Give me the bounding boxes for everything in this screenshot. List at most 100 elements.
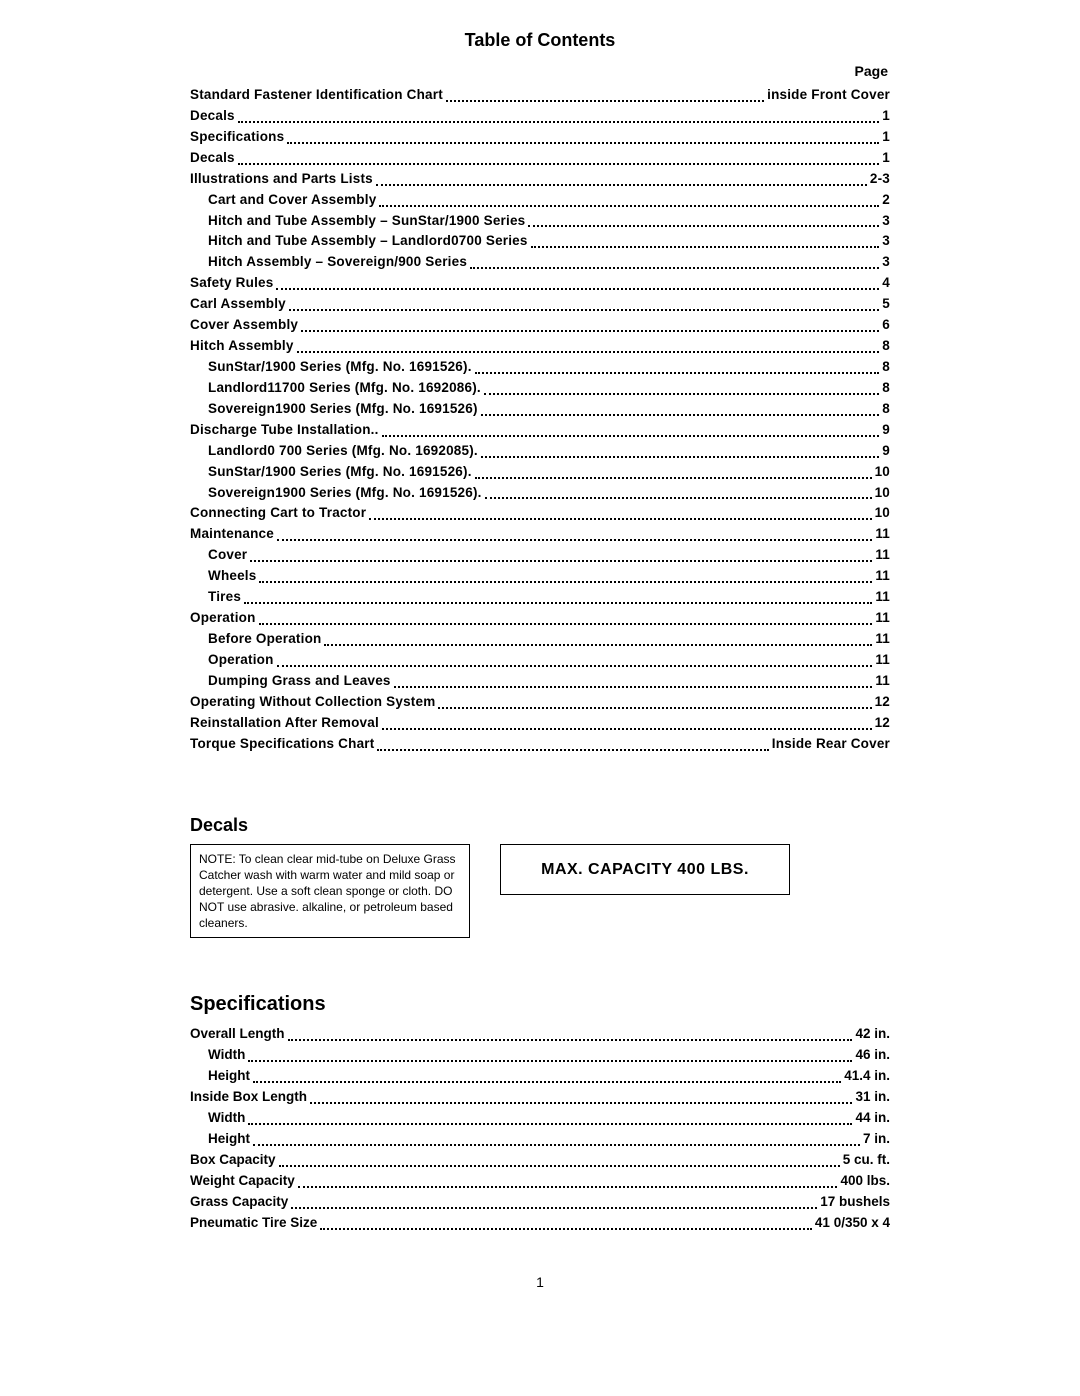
toc-entry: Hitch and Tube Assembly – Landlord0700 S… xyxy=(190,231,890,252)
toc-entry: Specifications1 xyxy=(190,127,890,148)
toc-entry-label: Sovereign1900 Series (Mfg. No. 1691526). xyxy=(208,483,482,504)
toc-entry-label: Before Operation xyxy=(208,629,321,650)
spec-entry-value: 41.4 in. xyxy=(844,1066,890,1087)
toc-entry: Sovereign1900 Series (Mfg. No. 1691526).… xyxy=(190,483,890,504)
toc-entry-label: Wheels xyxy=(208,566,256,587)
toc-leader-dots xyxy=(289,294,879,311)
toc-entry: SunStar/1900 Series (Mfg. No. 1691526).8 xyxy=(190,357,890,378)
toc-entry-label: Hitch Assembly – Sovereign/900 Series xyxy=(208,252,467,273)
toc-entry: Operating Without Collection System12 xyxy=(190,692,890,713)
toc-entry: Standard Fastener Identification Chartin… xyxy=(190,85,890,106)
toc-entry-page: 12 xyxy=(875,713,890,734)
specifications-heading: Specifications xyxy=(190,993,890,1016)
toc-leader-dots xyxy=(485,483,872,500)
toc-entry: Operation 11 xyxy=(190,650,890,671)
spec-entry-value: 5 cu. ft. xyxy=(843,1150,890,1171)
toc-entry-label: Connecting Cart to Tractor xyxy=(190,503,366,524)
spec-entry-value: 31 in. xyxy=(855,1087,890,1108)
toc-entry-page: 11 xyxy=(875,566,890,587)
toc-entry-label: Operation xyxy=(208,650,274,671)
toc-entry-page: 9 xyxy=(882,441,890,462)
toc-entry: Landlord11700 Series (Mfg. No. 1692086).… xyxy=(190,378,890,399)
toc-entry: Connecting Cart to Tractor 10 xyxy=(190,503,890,524)
specifications-section: Specifications Overall Length 42 in. Width… xyxy=(190,993,890,1233)
decals-section: Decals NOTE: To clean clear mid-tube on … xyxy=(190,815,890,939)
toc-entry: Dumping Grass and Leaves11 xyxy=(190,671,890,692)
toc-entry-page: 8 xyxy=(882,378,890,399)
toc-entry-page: 10 xyxy=(875,462,890,483)
spec-entry-label: Grass Capacity xyxy=(190,1192,288,1213)
toc-entry-page: 11 xyxy=(875,545,890,566)
spec-entry-value: 42 in. xyxy=(855,1024,890,1045)
spec-leader-dots xyxy=(253,1129,860,1146)
toc-leader-dots xyxy=(379,190,879,207)
spec-entry-label: Overall Length xyxy=(190,1024,285,1045)
toc-entry-page: 1 xyxy=(882,106,890,127)
toc-entry-page: 3 xyxy=(882,231,890,252)
toc-entry: Hitch and Tube Assembly – SunStar/1900 S… xyxy=(190,211,890,232)
toc-entry-label: Carl Assembly xyxy=(190,294,286,315)
spec-leader-dots xyxy=(248,1108,852,1125)
toc-entry-label: Dumping Grass and Leaves xyxy=(208,671,391,692)
toc-leader-dots xyxy=(475,357,880,374)
toc-entry-label: Illustrations and Parts Lists xyxy=(190,169,373,190)
toc-entry-label: Decals xyxy=(190,148,235,169)
toc-entry-page: 10 xyxy=(875,503,890,524)
toc-entry-page: 1 xyxy=(882,148,890,169)
spec-entry-label: Width xyxy=(208,1045,245,1066)
spec-leader-dots xyxy=(248,1045,852,1062)
spec-entry-label: Height xyxy=(208,1129,250,1150)
page-column-header: Page xyxy=(190,63,890,79)
toc-entry-page: 6 xyxy=(882,315,890,336)
toc-entry-label: Maintenance xyxy=(190,524,274,545)
toc-entry: Landlord0 700 Series (Mfg. No. 1692085).… xyxy=(190,441,890,462)
toc-entry: Hitch Assembly8 xyxy=(190,336,890,357)
toc-entry-label: Decals xyxy=(190,106,235,127)
toc-leader-dots xyxy=(531,231,880,248)
toc-entry: Cover Assembly 6 xyxy=(190,315,890,336)
spec-leader-dots xyxy=(310,1087,852,1104)
toc-entry-page: 8 xyxy=(882,357,890,378)
toc-entry-label: SunStar/1900 Series (Mfg. No. 1691526). xyxy=(208,462,472,483)
spec-leader-dots xyxy=(298,1171,838,1188)
toc-entry: Illustrations and Parts Lists2-3 xyxy=(190,169,890,190)
toc-entry: Hitch Assembly – Sovereign/900 Series3 xyxy=(190,252,890,273)
spec-entry-value: 400 lbs. xyxy=(840,1171,890,1192)
toc-entry-label: Cover Assembly xyxy=(190,315,298,336)
toc-entry-label: Torque Specifications Chart xyxy=(190,734,374,755)
toc-entry: Before Operation11 xyxy=(190,629,890,650)
specifications-list: Overall Length42 in.Width46 in.Height41.… xyxy=(190,1024,890,1233)
toc-entry: Operation11 xyxy=(190,608,890,629)
toc-entry-page: 10 xyxy=(875,483,890,504)
toc-entry-page: 2 xyxy=(882,190,890,211)
spec-entry-value: 7 in. xyxy=(863,1129,890,1150)
toc-entry: Wheels 11 xyxy=(190,566,890,587)
spec-entry-label: Height xyxy=(208,1066,250,1087)
toc-entry-page: Inside Rear Cover xyxy=(772,734,890,755)
toc-leader-dots xyxy=(259,608,873,625)
toc-entry-page: 8 xyxy=(882,336,890,357)
spec-leader-dots xyxy=(253,1066,841,1083)
toc-entry-label: Hitch and Tube Assembly – Landlord0700 S… xyxy=(208,231,528,252)
toc-entry-page: 1 xyxy=(882,127,890,148)
toc-leader-dots xyxy=(250,545,872,562)
toc-entry: Cover11 xyxy=(190,545,890,566)
toc-entry-page: 5 xyxy=(882,294,890,315)
toc-entry-page: 11 xyxy=(875,524,890,545)
toc-entry-label: Safety Rules xyxy=(190,273,273,294)
toc-leader-dots xyxy=(528,211,879,228)
toc-leader-dots xyxy=(277,650,873,667)
toc-entry-page: 11 xyxy=(875,650,890,671)
toc-entry: Torque Specifications Chart Inside Rear C… xyxy=(190,734,890,755)
toc-leader-dots xyxy=(301,315,879,332)
toc-entry-label: Discharge Tube Installation.. xyxy=(190,420,379,441)
toc-leader-dots xyxy=(481,399,880,416)
toc-entry: Safety Rules4 xyxy=(190,273,890,294)
spec-entry-label: Inside Box Length xyxy=(190,1087,307,1108)
toc-entry: Discharge Tube Installation..9 xyxy=(190,420,890,441)
toc-entry-label: Standard Fastener Identification Chart xyxy=(190,85,443,106)
spec-leader-dots xyxy=(288,1024,853,1041)
toc-entry: Maintenance 11 xyxy=(190,524,890,545)
toc-leader-dots xyxy=(238,148,880,165)
toc-leader-dots xyxy=(475,462,872,479)
